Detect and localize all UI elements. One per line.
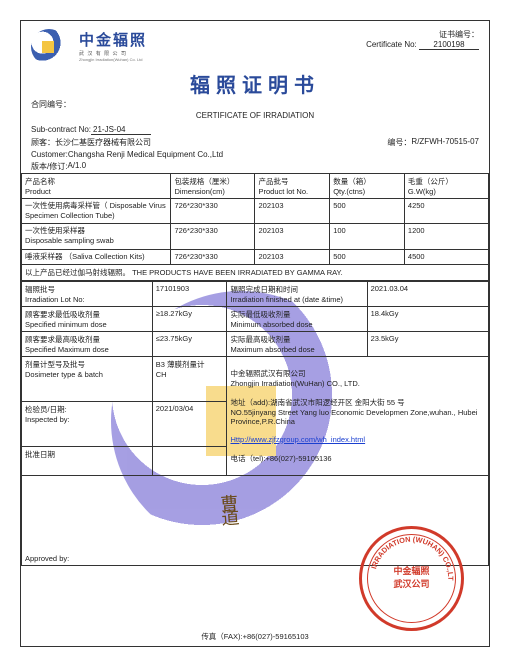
p2-gw: 4500: [404, 249, 488, 264]
website-link[interactable]: Http://www.zjfzgroup.com/wh_index.html: [230, 435, 365, 444]
h-gw-cn: 毛重（公斤）: [408, 176, 485, 187]
r3-v2: 23.5kGy: [367, 331, 488, 356]
r1-v1: 17101903: [152, 281, 227, 306]
footer-fax: 传真（FAX):+86(027)-59165103: [21, 631, 489, 642]
customer-en: Changsha Renji Medical Equipment Co.,Ltd: [68, 150, 223, 159]
h-dim-cn: 包装规格（厘米）: [174, 176, 251, 187]
r5-m: 地址（add):湖南省武汉市阳逻经开区 金阳大街 55 号 NO.55jinya…: [230, 397, 485, 426]
customer-cn: 长沙仁基医疗器械有限公司: [55, 137, 151, 148]
r1-mcn: 辐照完成日期和时间: [230, 284, 363, 295]
brand-sub: 武 汉 有 限 公 司: [79, 50, 147, 57]
code-value: R/ZFWH-70515-07: [411, 137, 479, 148]
brand-cn: 中金辐照: [79, 29, 147, 50]
r3-mcn: 实际最高吸收剂量: [230, 334, 363, 345]
h-qty-en: Qty.(ctns): [333, 187, 401, 196]
details-table: 辐照批号Irradiation Lot No: 17101903 辐照完成日期和…: [21, 281, 489, 566]
p1-name: 一次性使用采样器 Disposable sampling swab: [22, 224, 171, 249]
r2-mcn: 实际最低吸收剂量: [230, 309, 363, 320]
products-table: 产品名称Product 包装规格（厘米）Dimension(cm) 产品批号Pr…: [21, 173, 489, 281]
table-row: 顾客要求最低吸收剂量Specified minimum dose ≥18.27k…: [22, 306, 489, 331]
h-qty-cn: 数量（箱）: [333, 176, 401, 187]
p1-dim: 726*230*330: [171, 224, 255, 249]
p0-dim: 726*230*330: [171, 199, 255, 224]
contract-label: 合同编号：: [31, 99, 71, 110]
r2-lcn: 顾客要求最低吸收剂量: [25, 309, 149, 320]
cert-no: 2100198: [419, 40, 479, 50]
r3-men: Maximum absorbed dose: [230, 345, 363, 354]
r1-men: Irradiation finished at (date &time): [230, 295, 363, 304]
p0-lot: 202103: [255, 199, 330, 224]
r1-v2: 2021.03.04: [367, 281, 488, 306]
p2-name: 唾液采样器 （Saliva Collection Kits): [22, 249, 171, 264]
p0-qty: 500: [330, 199, 405, 224]
h-dim-en: Dimension(cm): [174, 187, 251, 196]
code-label: 编号：: [387, 137, 411, 148]
table-row: Approved by:: [22, 475, 489, 565]
table-header-row: 产品名称Product 包装规格（厘米）Dimension(cm) 产品批号Pr…: [22, 174, 489, 199]
r3-v1: ≤23.75kGy: [152, 331, 227, 356]
logo-icon: [31, 29, 73, 65]
p2-qty: 500: [330, 249, 405, 264]
gamma-banner-row: 以上产品已经过伽马射线辐照。 THE PRODUCTS HAVE BEEN IR…: [22, 264, 489, 280]
r4-m: 中金辐照武汉有限公司 Zhongjin Irradiation(WuHan) C…: [230, 368, 485, 388]
r5-v1: 2021/03/04: [152, 401, 227, 446]
h-lot-cn: 产品批号: [258, 176, 326, 187]
subcontract-label: Sub-contract No:: [31, 125, 91, 135]
r4-len: Dosimeter type & batch: [25, 370, 149, 379]
rev-label: 版本/修订:: [31, 161, 67, 172]
p0-gw: 4250: [404, 199, 488, 224]
h-name-cn: 产品名称: [25, 176, 167, 187]
header: 中金辐照 武 汉 有 限 公 司 Zhongjin Irradiation(Wu…: [21, 21, 489, 67]
title-en: CERTIFICATE OF IRRADIATION: [21, 111, 489, 120]
r2-len: Specified minimum dose: [25, 320, 149, 329]
r5-len: Inspected by:: [25, 415, 149, 424]
customer-label-cn: 顾客：: [31, 137, 55, 148]
table-row: 唾液采样器 （Saliva Collection Kits) 726*230*3…: [22, 249, 489, 264]
table-row: 辐照批号Irradiation Lot No: 17101903 辐照完成日期和…: [22, 281, 489, 306]
r3-len: Specified Maximum dose: [25, 345, 149, 354]
tel: 电话（tel):+86(027)-59105136: [230, 453, 485, 464]
table-row: 一次性使用采样器 Disposable sampling swab 726*23…: [22, 224, 489, 249]
h-gw-en: G.W(kg): [408, 187, 485, 196]
cert-no-block: 证书编号： Certificate No: 2100198: [366, 29, 479, 65]
cert-no-label-en: Certificate No:: [366, 40, 417, 49]
r4-v1: B3 薄膜剂量计 CH: [152, 356, 227, 401]
table-row: 一次性使用病毒采样管（ Disposable Virus Specimen Co…: [22, 199, 489, 224]
rev-value: A/1.0: [67, 161, 86, 172]
brand-block: 中金辐照 武 汉 有 限 公 司 Zhongjin Irradiation(Wu…: [79, 29, 147, 65]
p1-gw: 1200: [404, 224, 488, 249]
h-name-en: Product: [25, 187, 167, 196]
p1-lot: 202103: [255, 224, 330, 249]
r4-lcn: 剂量计型号及批号: [25, 359, 149, 370]
p2-lot: 202103: [255, 249, 330, 264]
approved-by: Approved by:: [22, 475, 489, 565]
h-lot-en: Product lot No.: [258, 187, 326, 196]
p1-qty: 100: [330, 224, 405, 249]
r1-len: Irradiation Lot No:: [25, 295, 149, 304]
stamp-center: 中金辐照 武汉公司: [381, 564, 442, 590]
r6-lcn: 批准日期: [25, 449, 149, 460]
gamma-banner: 以上产品已经过伽马射线辐照。 THE PRODUCTS HAVE BEEN IR…: [22, 264, 489, 280]
p2-dim: 726*230*330: [171, 249, 255, 264]
r5-lcn: 检验员/日期:: [25, 404, 149, 415]
customer-label-en: Customer:: [31, 150, 68, 159]
table-row: 剂量计型号及批号Dosimeter type & batch B3 薄膜剂量计 …: [22, 356, 489, 401]
r2-men: Minimum absorbed dose: [230, 320, 363, 329]
r2-v1: ≥18.27kGy: [152, 306, 227, 331]
r1-lcn: 辐照批号: [25, 284, 149, 295]
r3-lcn: 顾客要求最高吸收剂量: [25, 334, 149, 345]
cert-no-label-cn: 证书编号：: [366, 29, 479, 40]
p0-name: 一次性使用病毒采样管（ Disposable Virus Specimen Co…: [22, 199, 171, 224]
table-row: 顾客要求最高吸收剂量Specified Maximum dose ≤23.75k…: [22, 331, 489, 356]
brand-pinyin: Zhongjin Irradiation(Wuhan) Co. Ltd: [79, 57, 147, 62]
r2-v2: 18.4kGy: [367, 306, 488, 331]
subcontract-no: 21-JS-04: [91, 125, 151, 135]
title-cn: 辐照证明书: [21, 69, 489, 98]
